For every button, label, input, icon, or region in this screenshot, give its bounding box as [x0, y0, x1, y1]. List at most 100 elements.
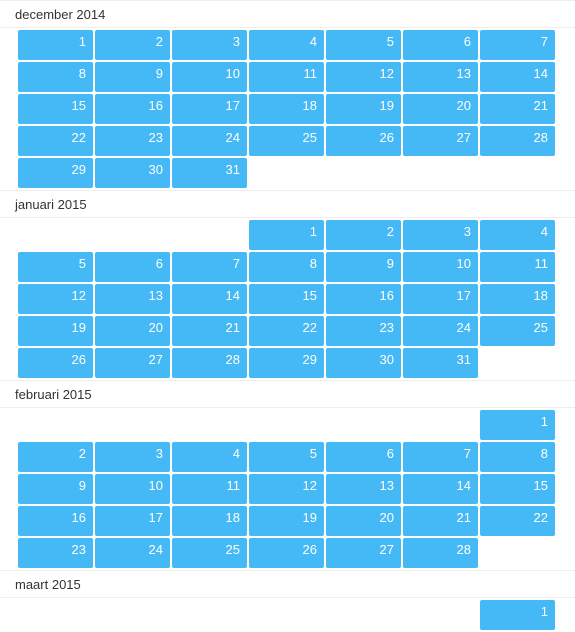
day-cell[interactable]: 16: [95, 94, 170, 124]
day-cell[interactable]: 19: [326, 94, 401, 124]
day-cell[interactable]: 13: [326, 474, 401, 504]
day-cell[interactable]: 28: [172, 348, 247, 378]
day-cell[interactable]: 29: [249, 348, 324, 378]
day-cell[interactable]: 15: [18, 94, 93, 124]
day-cell[interactable]: 1: [18, 30, 93, 60]
day-cell[interactable]: 10: [403, 252, 478, 282]
day-cell[interactable]: 18: [249, 94, 324, 124]
day-cell[interactable]: 9: [326, 252, 401, 282]
day-cell[interactable]: 27: [403, 126, 478, 156]
day-cell[interactable]: 16: [326, 284, 401, 314]
empty-cell: [326, 600, 401, 630]
day-cell[interactable]: 30: [326, 348, 401, 378]
day-cell[interactable]: 7: [403, 442, 478, 472]
day-cell[interactable]: 23: [326, 316, 401, 346]
day-cell[interactable]: 23: [95, 126, 170, 156]
day-cell[interactable]: 9: [95, 62, 170, 92]
day-cell[interactable]: 28: [480, 126, 555, 156]
day-cell[interactable]: 12: [326, 62, 401, 92]
day-cell[interactable]: 17: [172, 94, 247, 124]
day-cell[interactable]: 6: [95, 252, 170, 282]
day-cell[interactable]: 8: [18, 62, 93, 92]
day-cell[interactable]: 11: [172, 474, 247, 504]
month-section: december 2014 1 2 3 4 5 6 7 8 9 10 11 12 13 14 15 16 17 18…: [0, 0, 575, 190]
day-cell[interactable]: 2: [95, 30, 170, 60]
day-cell[interactable]: 24: [172, 126, 247, 156]
day-cell[interactable]: 25: [249, 126, 324, 156]
day-cell[interactable]: 3: [403, 220, 478, 250]
day-cell[interactable]: 24: [95, 538, 170, 568]
day-cell[interactable]: 26: [18, 348, 93, 378]
day-cell[interactable]: 27: [95, 348, 170, 378]
month-grid: 1: [0, 598, 575, 632]
day-cell[interactable]: 5: [18, 252, 93, 282]
day-cell[interactable]: 4: [249, 30, 324, 60]
day-cell[interactable]: 6: [326, 442, 401, 472]
day-cell[interactable]: 4: [480, 220, 555, 250]
day-cell[interactable]: 22: [480, 506, 555, 536]
day-cell[interactable]: 5: [326, 30, 401, 60]
day-cell[interactable]: 22: [249, 316, 324, 346]
day-cell[interactable]: 13: [95, 284, 170, 314]
day-cell[interactable]: 24: [403, 316, 478, 346]
day-cell[interactable]: 6: [403, 30, 478, 60]
empty-cell: [249, 600, 324, 630]
day-cell[interactable]: 21: [480, 94, 555, 124]
day-cell[interactable]: 15: [249, 284, 324, 314]
day-cell[interactable]: 2: [18, 442, 93, 472]
day-cell[interactable]: 21: [403, 506, 478, 536]
day-cell[interactable]: 29: [18, 158, 93, 188]
day-cell[interactable]: 3: [172, 30, 247, 60]
empty-cell: [95, 220, 170, 250]
day-cell[interactable]: 23: [18, 538, 93, 568]
day-cell[interactable]: 22: [18, 126, 93, 156]
day-cell[interactable]: 7: [480, 30, 555, 60]
day-cell[interactable]: 1: [480, 410, 555, 440]
day-cell[interactable]: 17: [403, 284, 478, 314]
day-cell[interactable]: 7: [172, 252, 247, 282]
day-cell[interactable]: 14: [172, 284, 247, 314]
day-cell[interactable]: 20: [403, 94, 478, 124]
day-cell[interactable]: 17: [95, 506, 170, 536]
day-cell[interactable]: 27: [326, 538, 401, 568]
day-cell[interactable]: 5: [249, 442, 324, 472]
day-cell[interactable]: 26: [326, 126, 401, 156]
day-cell[interactable]: 30: [95, 158, 170, 188]
day-cell[interactable]: 18: [172, 506, 247, 536]
empty-cell: [172, 410, 247, 440]
day-cell[interactable]: 20: [326, 506, 401, 536]
day-cell[interactable]: 13: [403, 62, 478, 92]
day-cell[interactable]: 14: [480, 62, 555, 92]
day-cell[interactable]: 8: [480, 442, 555, 472]
day-cell[interactable]: 3: [95, 442, 170, 472]
day-cell[interactable]: 10: [95, 474, 170, 504]
day-cell[interactable]: 28: [403, 538, 478, 568]
day-cell[interactable]: 19: [249, 506, 324, 536]
day-cell[interactable]: 25: [172, 538, 247, 568]
month-title: maart 2015: [0, 570, 575, 598]
day-cell[interactable]: 18: [480, 284, 555, 314]
day-cell[interactable]: 4: [172, 442, 247, 472]
day-cell[interactable]: 25: [480, 316, 555, 346]
day-cell[interactable]: 12: [18, 284, 93, 314]
day-cell[interactable]: 16: [18, 506, 93, 536]
month-grid: 1 2 3 4 5 6 7 8 9 10 11 12 13 14 15 16 17 18 19 20 21 22 23 24 2…: [0, 218, 575, 380]
day-cell[interactable]: 11: [249, 62, 324, 92]
day-cell[interactable]: 8: [249, 252, 324, 282]
day-cell[interactable]: 14: [403, 474, 478, 504]
day-cell[interactable]: 21: [172, 316, 247, 346]
day-cell[interactable]: 11: [480, 252, 555, 282]
day-cell[interactable]: 15: [480, 474, 555, 504]
day-cell[interactable]: 1: [249, 220, 324, 250]
day-cell[interactable]: 2: [326, 220, 401, 250]
day-cell[interactable]: 31: [403, 348, 478, 378]
day-cell[interactable]: 31: [172, 158, 247, 188]
day-cell[interactable]: 1: [480, 600, 555, 630]
day-cell[interactable]: 9: [18, 474, 93, 504]
day-cell[interactable]: 20: [95, 316, 170, 346]
day-cell[interactable]: 10: [172, 62, 247, 92]
day-cell[interactable]: 12: [249, 474, 324, 504]
day-cell[interactable]: 19: [18, 316, 93, 346]
day-cell[interactable]: 26: [249, 538, 324, 568]
